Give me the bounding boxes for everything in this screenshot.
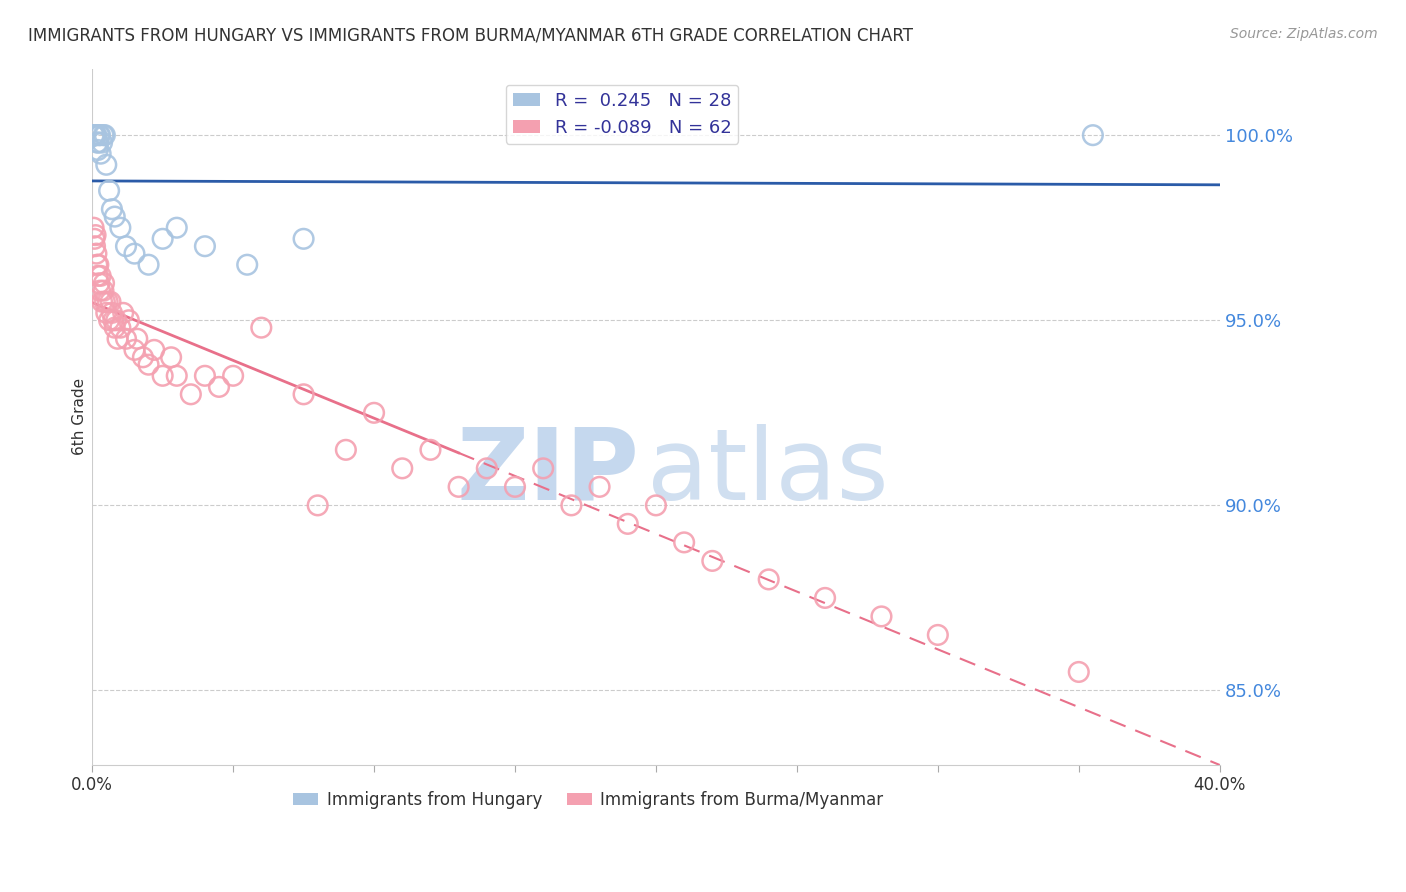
- Point: [531, 461, 554, 475]
- Point: [292, 232, 315, 246]
- Point: [84, 239, 107, 253]
- Point: [363, 406, 385, 420]
- Point: [702, 554, 724, 568]
- Y-axis label: 6th Grade: 6th Grade: [72, 378, 87, 455]
- Point: [103, 313, 125, 327]
- Point: [84, 228, 107, 243]
- Point: [83, 128, 105, 143]
- Point: [447, 480, 470, 494]
- Point: [118, 313, 141, 327]
- Point: [250, 320, 273, 334]
- Point: [673, 535, 696, 549]
- Point: [194, 239, 217, 253]
- Point: [89, 284, 111, 298]
- Point: [166, 368, 188, 383]
- Point: [475, 461, 498, 475]
- Point: [93, 277, 115, 291]
- Point: [105, 313, 128, 327]
- Point: [307, 499, 329, 513]
- Point: [335, 442, 357, 457]
- Point: [90, 268, 112, 283]
- Point: [292, 387, 315, 401]
- Text: atlas: atlas: [647, 424, 889, 521]
- Point: [83, 232, 105, 246]
- Point: [115, 239, 138, 253]
- Point: [127, 332, 149, 346]
- Point: [160, 351, 183, 365]
- Point: [166, 220, 188, 235]
- Point: [98, 184, 121, 198]
- Text: ZIP: ZIP: [456, 424, 640, 521]
- Point: [89, 128, 111, 143]
- Point: [132, 351, 155, 365]
- Point: [124, 246, 146, 260]
- Point: [1067, 665, 1090, 679]
- Point: [100, 294, 122, 309]
- Point: [87, 136, 110, 150]
- Point: [115, 332, 138, 346]
- Point: [83, 220, 105, 235]
- Point: [84, 128, 107, 143]
- Point: [101, 202, 124, 217]
- Point: [97, 294, 120, 309]
- Point: [86, 128, 108, 143]
- Point: [138, 258, 160, 272]
- Point: [90, 146, 112, 161]
- Point: [870, 609, 893, 624]
- Point: [84, 128, 107, 143]
- Point: [87, 258, 110, 272]
- Point: [87, 143, 110, 157]
- Legend: Immigrants from Hungary, Immigrants from Burma/Myanmar: Immigrants from Hungary, Immigrants from…: [287, 784, 890, 815]
- Point: [94, 294, 117, 309]
- Point: [616, 516, 638, 531]
- Point: [927, 628, 949, 642]
- Point: [101, 306, 124, 320]
- Point: [208, 380, 231, 394]
- Point: [107, 332, 129, 346]
- Point: [91, 294, 114, 309]
- Point: [588, 480, 610, 494]
- Point: [814, 591, 837, 605]
- Point: [86, 136, 108, 150]
- Point: [503, 480, 526, 494]
- Point: [758, 573, 780, 587]
- Point: [89, 277, 111, 291]
- Point: [98, 313, 121, 327]
- Point: [391, 461, 413, 475]
- Point: [236, 258, 259, 272]
- Point: [96, 306, 118, 320]
- Point: [110, 220, 132, 235]
- Text: IMMIGRANTS FROM HUNGARY VS IMMIGRANTS FROM BURMA/MYANMAR 6TH GRADE CORRELATION C: IMMIGRANTS FROM HUNGARY VS IMMIGRANTS FR…: [28, 27, 912, 45]
- Point: [124, 343, 146, 357]
- Point: [152, 368, 174, 383]
- Point: [194, 368, 217, 383]
- Point: [89, 128, 111, 143]
- Point: [419, 442, 441, 457]
- Point: [222, 368, 245, 383]
- Point: [1081, 128, 1104, 143]
- Point: [560, 499, 582, 513]
- Point: [180, 387, 202, 401]
- Point: [104, 320, 127, 334]
- Point: [93, 128, 115, 143]
- Point: [91, 136, 114, 150]
- Point: [86, 258, 108, 272]
- Point: [104, 210, 127, 224]
- Point: [110, 320, 132, 334]
- Point: [96, 158, 118, 172]
- Point: [138, 358, 160, 372]
- Point: [86, 246, 108, 260]
- Point: [83, 128, 105, 143]
- Point: [93, 284, 115, 298]
- Point: [94, 128, 117, 143]
- Point: [645, 499, 668, 513]
- Point: [152, 232, 174, 246]
- Text: Source: ZipAtlas.com: Source: ZipAtlas.com: [1230, 27, 1378, 41]
- Point: [143, 343, 166, 357]
- Point: [112, 306, 135, 320]
- Point: [87, 268, 110, 283]
